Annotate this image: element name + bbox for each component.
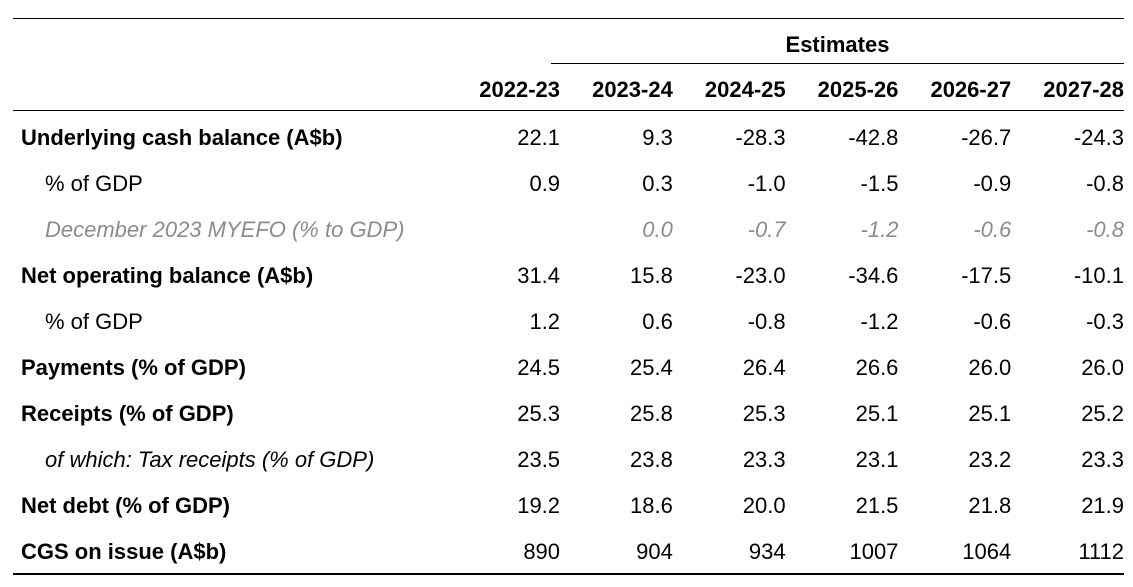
table-cell: 18.6 bbox=[630, 493, 673, 518]
row-label: Net operating balance (A$b) bbox=[21, 263, 314, 288]
table-cell: 25.1 bbox=[968, 401, 1012, 426]
table-cell: -0.6 bbox=[973, 309, 1012, 334]
table-cell: -0.8 bbox=[747, 309, 786, 334]
table-cell: -1.2 bbox=[860, 309, 899, 334]
table-cell: 26.0 bbox=[1081, 355, 1125, 380]
table-cell: 25.3 bbox=[517, 401, 561, 426]
table-cell: 1007 bbox=[849, 539, 899, 564]
table-row: of which: Tax receipts (% of GDP) 23.5 23.… bbox=[13, 437, 1124, 483]
row-label: Underlying cash balance (A$b) bbox=[21, 125, 343, 150]
table-cell: -17.5 bbox=[961, 263, 1012, 288]
table-row: December 2023 MYEFO (% to GDP) 0.0 -0.7 -1.… bbox=[13, 207, 1124, 253]
table-cell: 23.8 bbox=[630, 447, 673, 472]
table-cell: 23.1 bbox=[855, 447, 899, 472]
table-cell: 23.2 bbox=[968, 447, 1012, 472]
estimates-header: Estimates bbox=[785, 32, 890, 57]
column-header: 2027-28 bbox=[1043, 77, 1125, 102]
table-cell: 25.1 bbox=[855, 401, 899, 426]
table-row: Receipts (% of GDP) 25.3 25.8 25.3 25.1 25.1 2… bbox=[13, 391, 1124, 437]
table-cell: 23.3 bbox=[742, 447, 786, 472]
table-cell: -0.6 bbox=[973, 217, 1012, 242]
table-cell: 25.3 bbox=[742, 401, 786, 426]
row-label: % of GDP bbox=[45, 309, 143, 334]
table-cell: 9.3 bbox=[642, 125, 673, 150]
table-cell: -0.8 bbox=[1086, 171, 1125, 196]
table-row: CGS on issue (A$b) 890 904 934 1007 1064 1112 bbox=[13, 529, 1124, 575]
column-header-row: 2022-23 2023-24 2024-25 2025-26 2026-27 … bbox=[13, 68, 1124, 112]
table-cell: 1112 bbox=[1078, 539, 1125, 564]
table-cell: -0.3 bbox=[1086, 309, 1125, 334]
table-cell: 25.8 bbox=[630, 401, 673, 426]
table-cell: 21.5 bbox=[855, 493, 899, 518]
table-cell: 0.6 bbox=[642, 309, 673, 334]
table-cell: 0.9 bbox=[529, 171, 561, 196]
table-cell: 0.3 bbox=[642, 171, 673, 196]
table-row: % of GDP 1.2 0.6 -0.8 -1.2 -0.6 -0.3 bbox=[13, 299, 1124, 345]
table-cell: 1.2 bbox=[529, 309, 561, 334]
table-row: Net debt (% of GDP) 19.2 18.6 20.0 21.5 21.8 2… bbox=[13, 483, 1124, 529]
table-cell: -0.7 bbox=[747, 217, 786, 242]
table-cell: 22.1 bbox=[517, 125, 561, 150]
table-cell: 0.0 bbox=[642, 217, 673, 242]
header-rule bbox=[13, 110, 1124, 111]
table-cell: -10.1 bbox=[1073, 263, 1125, 288]
table-cell: 31.4 bbox=[517, 263, 561, 288]
table-cell: 934 bbox=[748, 539, 786, 564]
table-cell: 20.0 bbox=[742, 493, 786, 518]
row-label: Receipts (% of GDP) bbox=[21, 401, 234, 426]
table-cell: -28.3 bbox=[735, 125, 786, 150]
table-cell: 24.5 bbox=[517, 355, 561, 380]
column-header: 2024-25 bbox=[704, 77, 786, 102]
row-label: Payments (% of GDP) bbox=[21, 355, 246, 380]
table-cell: 1064 bbox=[962, 539, 1012, 564]
table-cell: 23.5 bbox=[517, 447, 561, 472]
table-cell: -0.9 bbox=[973, 171, 1012, 196]
estimates-rule bbox=[551, 63, 1124, 64]
table-cell: 26.6 bbox=[855, 355, 899, 380]
row-label: CGS on issue (A$b) bbox=[21, 539, 227, 564]
table-row: Payments (% of GDP) 24.5 25.4 26.4 26.6 26.0 2… bbox=[13, 345, 1124, 391]
table-cell: 19.2 bbox=[517, 493, 561, 518]
row-label: % of GDP bbox=[45, 171, 143, 196]
column-header: 2025-26 bbox=[817, 77, 899, 102]
table-cell: -23.0 bbox=[735, 263, 786, 288]
table-cell: 15.8 bbox=[630, 263, 673, 288]
table-cell: 26.0 bbox=[968, 355, 1012, 380]
table-row: % of GDP 0.9 0.3 -1.0 -1.5 -0.9 -0.8 bbox=[13, 161, 1124, 207]
table-top-rule bbox=[13, 18, 1124, 19]
table-row: Net operating balance (A$b) 31.4 15.8 -23.0… bbox=[13, 253, 1124, 299]
column-header: 2026-27 bbox=[930, 77, 1012, 102]
table-cell: -34.6 bbox=[848, 263, 899, 288]
table-cell: 26.4 bbox=[742, 355, 786, 380]
table-cell: -1.5 bbox=[860, 171, 899, 196]
row-label: December 2023 MYEFO (% to GDP) bbox=[45, 217, 405, 242]
table-cell: 904 bbox=[636, 539, 673, 564]
table-cell: -24.3 bbox=[1073, 125, 1125, 150]
table-cell: -42.8 bbox=[848, 125, 899, 150]
column-header: 2023-24 bbox=[592, 77, 673, 102]
table-row: Underlying cash balance (A$b) 22.1 9.3 -28.… bbox=[13, 115, 1124, 161]
row-label: Net debt (% of GDP) bbox=[21, 493, 230, 518]
table-cell: 25.2 bbox=[1081, 401, 1125, 426]
table-cell: -1.0 bbox=[747, 171, 786, 196]
table-cell: 890 bbox=[523, 539, 561, 564]
table-cell: 25.4 bbox=[630, 355, 673, 380]
table-cell: 21.9 bbox=[1081, 493, 1125, 518]
column-header: 2022-23 bbox=[479, 77, 561, 102]
table-cell: -26.7 bbox=[961, 125, 1012, 150]
table-cell: 23.3 bbox=[1081, 447, 1125, 472]
row-label: of which: Tax receipts (% of GDP) bbox=[45, 447, 375, 472]
table-cell: -1.2 bbox=[860, 217, 899, 242]
table-cell: -0.8 bbox=[1086, 217, 1125, 242]
table-cell: 21.8 bbox=[968, 493, 1012, 518]
table-bottom-rule bbox=[13, 573, 1124, 575]
